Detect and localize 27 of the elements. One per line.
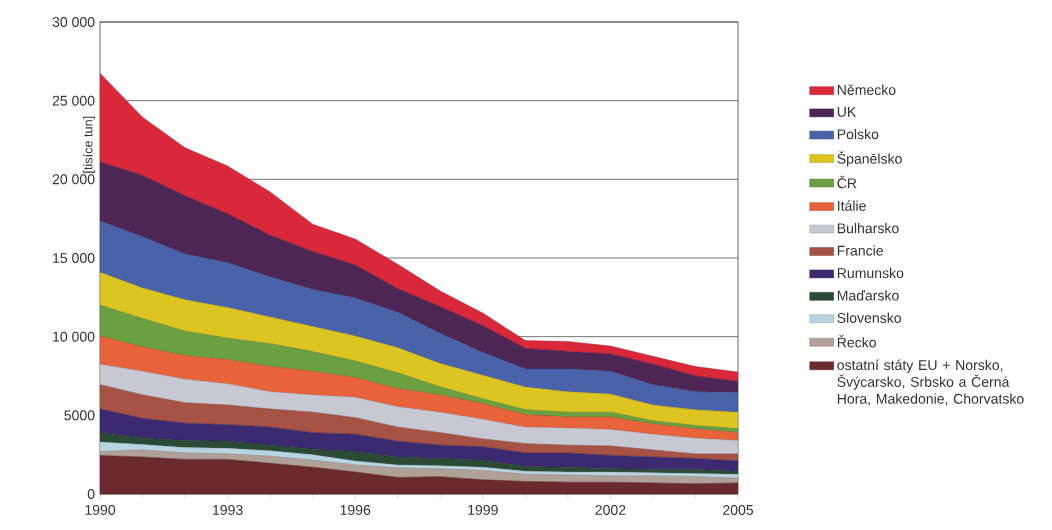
legend-label: Rumunsko [837, 267, 904, 279]
y-tick-label: 0 [87, 489, 95, 499]
x-tick-label: 2005 [723, 504, 754, 515]
legend-label: Slovensko [837, 312, 901, 323]
legend-label: Bulharsko [837, 222, 899, 234]
legend-label: Řecko [837, 335, 876, 348]
x-tick-label: 1990 [85, 504, 116, 515]
legend-label: UK [837, 107, 857, 117]
legend-label: Itálie [838, 200, 866, 211]
legend-label: Francie [837, 245, 883, 256]
y-tick-label: 15 000 [53, 253, 95, 263]
legend-label: Polsko [837, 128, 879, 140]
legend-label: Německo [837, 84, 896, 95]
y-tick-label: 10 000 [53, 331, 95, 342]
legend-label: Španělsko [837, 151, 902, 167]
x-tick-label: 1996 [340, 504, 371, 515]
y-axis-title: [tisíce tun] [83, 116, 96, 173]
x-tick-label: 2002 [595, 504, 626, 515]
legend-label: ČR [837, 175, 857, 189]
x-tick-label: 1999 [468, 504, 498, 515]
y-tick-label: 20 000 [52, 174, 95, 185]
y-tick-label: 25 000 [52, 95, 95, 106]
legend-label: ostatní státy EU + Norsko, Švýcarsko, Srbsko a Černá Hora, Makedonie, Chorvatsko [837, 359, 1024, 406]
x-tick-label: 1993 [213, 504, 243, 515]
y-tick-label: 30 000 [52, 17, 95, 27]
y-tick-label: 5000 [64, 410, 95, 421]
legend-label: Maďarsko [837, 290, 899, 301]
